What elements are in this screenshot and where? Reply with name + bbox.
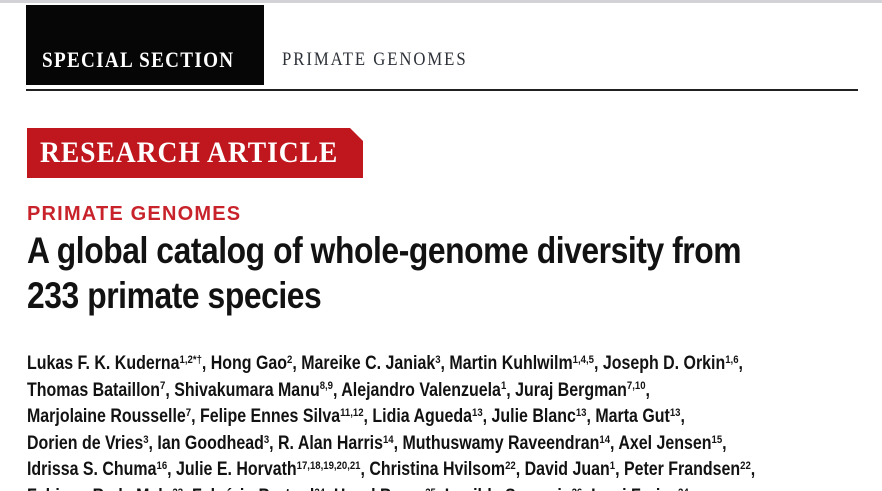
article-title: A global catalog of whole-genome diversi… — [27, 228, 882, 318]
author-name: Dorien de Vries — [27, 432, 144, 454]
author-affiliation-superscript: 1,6 — [725, 353, 739, 366]
author-affiliation-superscript: 13 — [575, 406, 587, 419]
author-affiliation-superscript: 11,12 — [340, 406, 364, 419]
author-affiliation-superscript: 25 — [425, 487, 436, 491]
author-affiliation-superscript: 14 — [382, 433, 394, 446]
author-affiliation-superscript: 7,10 — [626, 380, 646, 393]
author-affiliation-superscript: 1 — [609, 460, 616, 473]
author-name: Julie E. Horvath — [176, 459, 297, 481]
author-name: Hong Gao — [210, 353, 288, 374]
author-name: Felipe Ennes Silva — [199, 406, 341, 428]
author-affiliation-superscript: 1,2*† — [179, 353, 202, 366]
author-name: Juraj Bergman — [515, 379, 627, 401]
article-title-line-2: 233 primate species — [27, 275, 322, 316]
research-article-banner: RESEARCH ARTICLE — [27, 128, 363, 178]
author-name: Christina Hvilsom — [369, 459, 506, 481]
author-affiliation-superscript: 3 — [435, 353, 441, 366]
header-divider-rule — [26, 89, 858, 91]
author-affiliation-superscript: 22 — [505, 460, 516, 473]
author-name: Mareike C. Janiak — [301, 353, 436, 374]
author-affiliation-superscript: 17,18,19,20,21 — [296, 460, 361, 473]
author-name: Joseph D. Orkin — [602, 353, 726, 374]
author-name: R. Alan Harris — [278, 432, 383, 454]
author-name: Fabrício Bertuol — [192, 486, 314, 491]
author-name: Izeni Farias — [591, 486, 678, 491]
author-name: Muthuswamy Raveendran — [402, 432, 600, 454]
special-section-topic: PRIMATE GENOMES — [282, 49, 468, 70]
author-affiliation-superscript: 3 — [143, 433, 149, 446]
author-affiliation-superscript: 13 — [669, 406, 681, 419]
author-affiliation-superscript: 15 — [711, 433, 723, 446]
author-line: Dorien de Vries3, Ian Goodhead3, R. Alan… — [27, 432, 727, 454]
author-line: Thomas Bataillon7, Shivakumara Manu8,9, … — [27, 379, 650, 401]
author-affiliation-superscript: 7 — [160, 380, 166, 393]
author-name: Idrissa S. Chuma — [27, 459, 157, 481]
author-list: Lukas F. K. Kuderna1,2*†, Hong Gao2, Mar… — [27, 351, 882, 491]
author-name: Fabiano R. de Melo — [27, 486, 172, 491]
author-affiliation-superscript: 14 — [599, 433, 611, 446]
author-affiliation-superscript: 1 — [500, 380, 507, 393]
page-top-edge — [0, 0, 882, 3]
author-name: David Juan — [524, 459, 610, 481]
author-name: Peter Frandsen — [623, 459, 741, 481]
author-line: Marjolaine Rousselle7, Felipe Ennes Silv… — [27, 406, 685, 428]
author-name: Martin Kuhlwilm — [449, 353, 573, 374]
author-name: Lidia Agueda — [372, 406, 473, 428]
author-name: Shivakumara Manu — [174, 379, 320, 401]
author-name: Hazel Byrne — [334, 486, 425, 491]
article-section-label: PRIMATE GENOMES — [27, 203, 242, 225]
author-name: Marta Gut — [595, 406, 670, 428]
author-name: Julie Blanc — [491, 406, 576, 428]
author-affiliation-superscript: 26 — [572, 487, 583, 491]
author-name: Alejandro Valenzuela — [341, 379, 501, 401]
special-section-label: SPECIAL SECTION — [42, 47, 235, 72]
author-name: Marjolaine Rousselle — [27, 406, 186, 428]
author-affiliation-superscript: 1,4,5 — [572, 353, 594, 366]
author-affiliation-superscript: 7 — [185, 406, 192, 419]
author-affiliation-superscript: 8,9 — [319, 380, 333, 393]
author-name: Thomas Bataillon — [27, 379, 161, 401]
author-line: Lukas F. K. Kuderna1,2*†, Hong Gao2, Mar… — [27, 353, 743, 374]
author-affiliation-superscript: 16 — [156, 460, 168, 473]
author-affiliation-superscript: 3 — [263, 433, 270, 446]
research-article-banner-label: RESEARCH ARTICLE — [40, 136, 339, 169]
author-name: Ian Goodhead — [157, 432, 264, 454]
author-affiliation-superscript: 23 — [172, 487, 183, 491]
author-affiliation-superscript: 2 — [287, 353, 293, 366]
author-affiliation-superscript: 24 — [314, 487, 325, 491]
author-line: Fabiano R. de Melo23, Fabrício Bertuol24… — [27, 484, 882, 491]
author-affiliation-superscript: 13 — [472, 406, 483, 419]
author-name: Axel Jensen — [618, 432, 712, 454]
article-title-line-1: A global catalog of whole-genome diversi… — [27, 230, 742, 271]
author-line: Idrissa S. Chuma16, Julie E. Horvath17,1… — [27, 459, 756, 481]
special-section-badge: SPECIAL SECTION — [26, 5, 264, 85]
author-affiliation-superscript: 22 — [740, 460, 751, 473]
author-name: Lukas F. K. Kuderna — [27, 353, 180, 374]
author-affiliation-superscript: 24 — [678, 487, 689, 491]
author-name: Iracilda Sampaio — [445, 486, 572, 491]
